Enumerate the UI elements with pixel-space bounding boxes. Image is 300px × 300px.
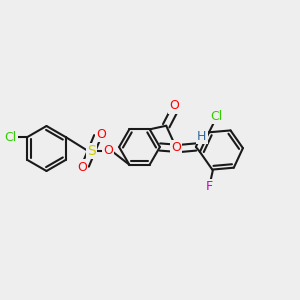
Text: O: O — [169, 99, 178, 112]
Text: O: O — [103, 144, 113, 158]
Text: H: H — [197, 130, 207, 143]
Text: O: O — [96, 128, 106, 141]
Text: Cl: Cl — [210, 110, 222, 123]
Text: O: O — [171, 141, 181, 154]
Text: F: F — [206, 180, 212, 193]
Text: O: O — [77, 160, 87, 174]
Text: S: S — [87, 144, 96, 158]
Text: Cl: Cl — [4, 131, 16, 144]
